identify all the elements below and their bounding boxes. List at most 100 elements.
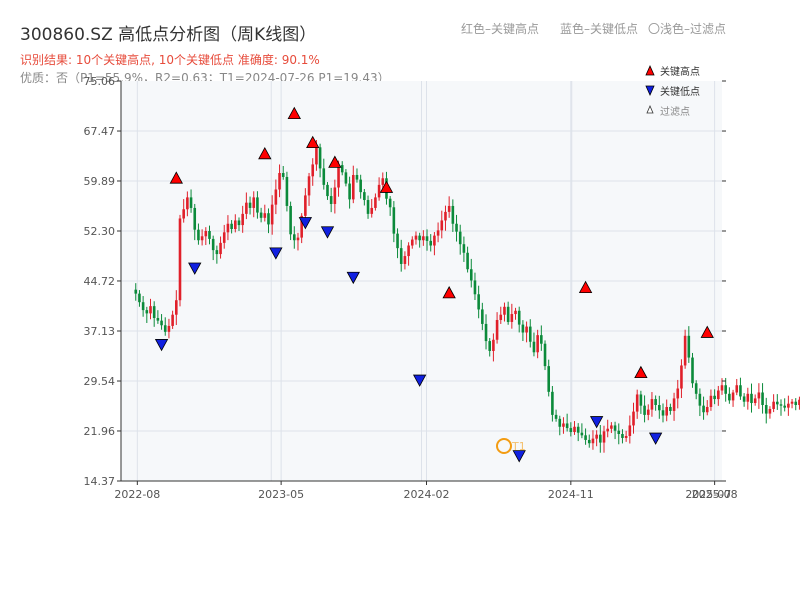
candle-body [624, 435, 628, 438]
legend-high-icon [645, 65, 655, 76]
candle-body [687, 335, 691, 358]
candle-body [304, 195, 307, 216]
candle-body [606, 428, 609, 432]
x-tick-label: 2024-11 [548, 488, 594, 501]
candle-body [274, 189, 278, 205]
key-low-marker [154, 339, 169, 352]
candle-body [315, 147, 318, 165]
candle-body [484, 323, 488, 342]
candle-body [580, 432, 584, 436]
candle-body [425, 236, 429, 241]
candle-body [388, 198, 392, 208]
candle-body [694, 383, 698, 394]
candle-body [628, 425, 632, 436]
key-low-marker [589, 416, 604, 429]
candle-body [326, 184, 329, 197]
x-tick-label: 2025-08 [692, 488, 738, 501]
candle-body [447, 205, 451, 212]
candle-body [241, 213, 244, 226]
key-high-marker [258, 146, 272, 160]
candle-body [540, 335, 543, 344]
candle-body [281, 173, 285, 177]
candle-body [658, 405, 661, 411]
key-high-marker [328, 155, 342, 168]
candle-body [610, 425, 613, 429]
y-tick-label: 14.37 [84, 475, 116, 488]
candle-body [761, 392, 764, 406]
key-low-marker [512, 450, 526, 463]
candle-body [355, 174, 359, 180]
y-tick-label: 44.72 [84, 275, 116, 288]
candle-body [728, 393, 731, 401]
key-low-marker [188, 262, 202, 275]
candle-body [565, 423, 569, 429]
candle-body [466, 252, 469, 270]
candle-body [197, 229, 200, 241]
candle-body [669, 406, 672, 411]
candle-body [366, 200, 370, 214]
candle-body [374, 197, 377, 208]
candle-body [757, 392, 761, 399]
candle-body [300, 215, 303, 238]
candle-body [134, 289, 138, 294]
candle-body [175, 300, 178, 315]
candle-body [724, 385, 727, 394]
candle-body [591, 438, 595, 444]
candle-body [433, 235, 436, 246]
t1-label: T1 [511, 440, 526, 453]
candle-body [768, 408, 772, 414]
candle-body [211, 238, 215, 251]
candle-body [569, 428, 573, 433]
x-tick-label: 2023-05 [258, 488, 304, 501]
y-tick-label: 52.30 [84, 225, 116, 238]
t1-ring [496, 438, 512, 454]
candle-body [495, 319, 499, 340]
candle-body [551, 391, 554, 415]
candle-body [377, 184, 381, 198]
key-low-marker [298, 217, 313, 230]
candle-body [599, 434, 602, 443]
hint-light: 〇浅色–过滤点 [648, 22, 727, 36]
legend-low-label: 关键低点 [660, 85, 700, 98]
candle-body [311, 164, 315, 177]
t1-annotation: T1 [496, 438, 526, 454]
candle-body [145, 310, 149, 314]
candle-body [517, 310, 521, 325]
candle-body [237, 220, 241, 226]
legend-high-label: 关键高点 [660, 65, 700, 78]
x-tick-label-overlap: 2025-07 [685, 488, 731, 501]
y-tick-label: 37.13 [84, 325, 116, 338]
candle-body [451, 205, 455, 224]
legend-filtered-label: 过滤点 [660, 105, 690, 118]
y-tick-label: 75.06 [84, 75, 116, 88]
candle-body [359, 179, 362, 193]
candle-body [193, 207, 197, 230]
candle-body [410, 239, 414, 246]
candle-body [473, 280, 477, 295]
candle-body [746, 393, 750, 402]
candle-body [514, 310, 517, 315]
candle-body [705, 406, 709, 413]
candle-body [167, 325, 171, 332]
candle-body [621, 434, 624, 438]
candle-body [742, 396, 746, 402]
candle-body [208, 231, 211, 239]
candle-body [318, 147, 322, 169]
candle-body [562, 423, 565, 427]
candle-body [787, 403, 790, 408]
candle-body [344, 172, 348, 184]
candle-body [252, 197, 256, 208]
x-tick-label: 2024-02 [404, 488, 450, 501]
candle-body [617, 430, 621, 435]
candle-body [643, 405, 646, 415]
candle-body [407, 245, 410, 257]
candle-body [558, 418, 562, 427]
key-high-marker [169, 171, 183, 184]
candle-body [650, 399, 654, 410]
y-tick-label: 21.96 [84, 425, 116, 438]
candle-body [720, 385, 724, 391]
candle-body [340, 165, 344, 173]
key-high-marker [578, 280, 593, 293]
y-tick-label: 29.54 [84, 375, 116, 388]
candle-body [672, 398, 676, 411]
